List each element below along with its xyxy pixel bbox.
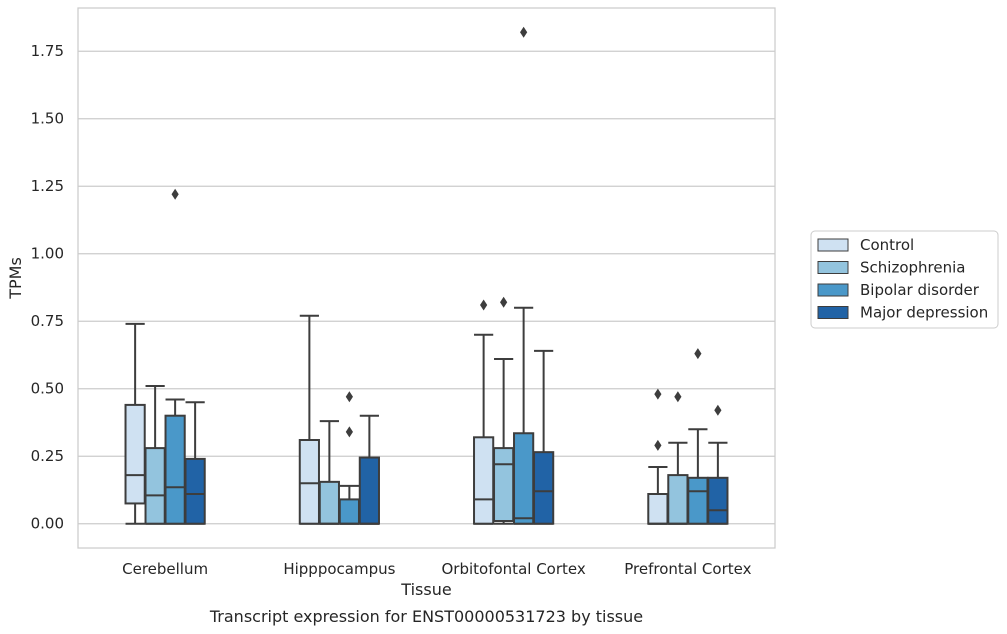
- iqr-box: [124, 403, 146, 505]
- legend-label: Major depression: [860, 304, 988, 322]
- box-cerebellum-control: [124, 322, 146, 525]
- iqr-box: [298, 439, 320, 525]
- iqr-box: [687, 476, 709, 525]
- iqr-box: [513, 432, 535, 525]
- iqr-box: [184, 457, 206, 525]
- x-tick-label: Cerebellum: [122, 560, 208, 578]
- box-cerebellum-major-depression: [184, 401, 206, 525]
- box-orbitofontal-cortex-control: [473, 299, 495, 525]
- legend-label: Control: [860, 236, 914, 254]
- box-prefrontal-cortex-major-depression: [707, 404, 729, 525]
- box-hipppocampus-control: [298, 314, 320, 525]
- outlier-point: [520, 26, 528, 38]
- legend-swatch: [817, 306, 849, 319]
- x-tick-label: Orbitofontal Cortex: [442, 560, 586, 578]
- box-orbitofontal-cortex-schizophrenia: [493, 296, 515, 525]
- iqr-box: [647, 493, 669, 525]
- outlier-point: [345, 391, 353, 403]
- legend-items: Control Schizophrenia Bipolar disorder Majo…: [817, 236, 988, 322]
- outlier-point: [654, 388, 662, 400]
- plot-area-frame: [77, 7, 776, 549]
- y-tick-label: 1.50: [31, 110, 64, 128]
- chart-caption: Transcript expression for ENST0000053172…: [209, 607, 643, 626]
- iqr-box: [473, 436, 495, 525]
- boxes: [124, 26, 729, 525]
- y-tick-labels: 0.00 0.25 0.50 0.75 1.00 1.25 1.50 1.75: [31, 42, 64, 533]
- box-hipppocampus-schizophrenia: [318, 420, 340, 525]
- iqr-box: [144, 447, 166, 525]
- x-tick-label: Prefrontal Cortex: [624, 560, 751, 578]
- box-orbitofontal-cortex-major-depression: [533, 349, 555, 525]
- outlier-point: [345, 426, 353, 438]
- outlier-point: [674, 391, 682, 403]
- outlier-point: [654, 439, 662, 451]
- y-tick-label: 1.00: [31, 245, 64, 263]
- y-tick-label: 1.25: [31, 177, 64, 195]
- iqr-box: [707, 476, 729, 525]
- x-tick-label: Hipppocampus: [283, 560, 395, 578]
- outlier-point: [714, 404, 722, 416]
- iqr-box: [667, 474, 689, 525]
- y-axis-label: TPMs: [6, 257, 25, 300]
- box-prefrontal-cortex-control: [647, 388, 669, 525]
- box-orbitofontal-cortex-bipolar-disorder: [513, 26, 535, 525]
- iqr-box: [358, 456, 380, 525]
- y-tick-label: 0.75: [31, 312, 64, 330]
- iqr-box: [533, 451, 555, 525]
- box-hipppocampus-bipolar-disorder: [338, 391, 360, 525]
- x-axis-label: Tissue: [400, 580, 451, 599]
- box-hipppocampus-major-depression: [358, 414, 380, 525]
- box-prefrontal-cortex-schizophrenia: [667, 391, 689, 525]
- outlier-point: [171, 188, 179, 200]
- legend-label: Schizophrenia: [860, 259, 965, 277]
- legend: Control Schizophrenia Bipolar disorder Majo…: [810, 230, 999, 329]
- y-tick-label: 1.75: [31, 42, 64, 60]
- legend-swatch: [817, 261, 849, 274]
- legend-swatch: [817, 238, 849, 252]
- iqr-box: [164, 414, 186, 525]
- x-tick-labels: Cerebellum Hipppocampus Orbitofontal Corte…: [122, 560, 751, 578]
- legend-swatch: [817, 283, 849, 297]
- y-tick-label: 0.50: [31, 380, 64, 398]
- iqr-box: [493, 447, 515, 523]
- box-prefrontal-cortex-bipolar-disorder: [687, 348, 709, 525]
- legend-frame: [810, 230, 999, 329]
- box-cerebellum-schizophrenia: [144, 385, 166, 525]
- iqr-box: [338, 498, 360, 525]
- outlier-point: [500, 296, 508, 308]
- box-cerebellum-bipolar-disorder: [164, 188, 186, 525]
- legend-label: Bipolar disorder: [860, 281, 980, 299]
- y-tick-label: 0.00: [31, 515, 64, 533]
- outlier-point: [694, 348, 702, 360]
- iqr-box: [318, 480, 340, 525]
- outlier-point: [480, 299, 488, 311]
- y-tick-label: 0.25: [31, 447, 64, 465]
